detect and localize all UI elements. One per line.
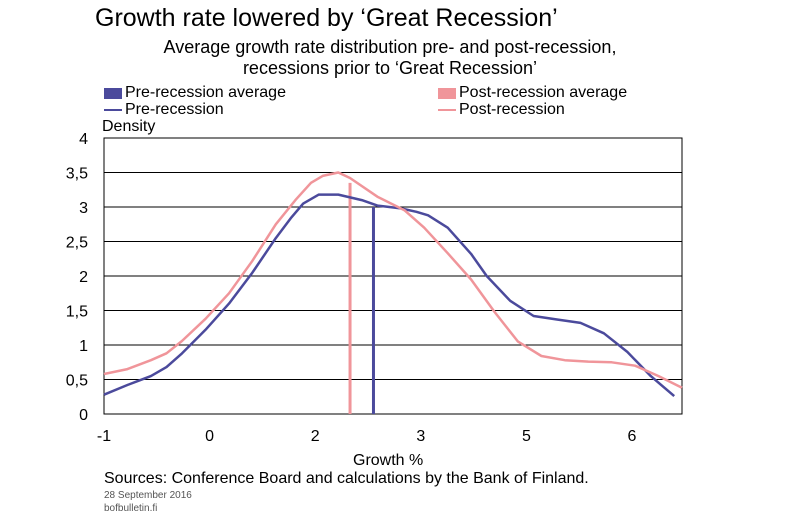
legend-swatch-pre-average [104, 87, 122, 99]
chart-subtitle-line2: recessions prior to ‘Great Recession’ [242, 58, 538, 78]
plot-frame [103, 137, 683, 415]
chart-title: Growth rate lowered by ‘Great Recession’ [95, 4, 558, 32]
x-tick-label-4: 5 [522, 428, 531, 445]
legend-swatch-post [438, 109, 456, 111]
x-tick-label-5: 6 [628, 428, 637, 445]
x-tick-label-3: 3 [416, 428, 425, 445]
x-tick-label-1: 0 [205, 428, 214, 445]
y-tick-label-1: 0,5 [66, 373, 88, 390]
site-name: bofbulletin.fi [104, 503, 158, 514]
legend-swatch-post-average [438, 87, 456, 99]
y-tick-label-5: 2,5 [66, 235, 88, 252]
legend-label-pre-average: Pre-recession average [125, 84, 286, 101]
legend-item-post: Post-recession [438, 101, 565, 119]
x-tick-label-2: 2 [311, 428, 320, 445]
y-tick-label-6: 3 [79, 200, 88, 217]
series-line-post-recession [103, 171, 683, 389]
y-tick-label-8: 4 [79, 131, 88, 148]
y-axis-label: Density [102, 118, 156, 135]
y-tick-label-0: 0 [79, 407, 88, 424]
x-tick-label-0: -1 [97, 428, 111, 445]
legend-label-pre: Pre-recession [125, 101, 224, 118]
x-axis-label: Growth % [353, 452, 424, 469]
legend-item-pre-average: Pre-recession average [104, 84, 286, 102]
publication-date: 28 September 2016 [104, 490, 192, 501]
legend-item-pre: Pre-recession [104, 101, 224, 119]
y-tick-label-4: 2 [79, 269, 88, 286]
legend-label-post: Post-recession [459, 101, 565, 118]
legend-label-post-average: Post-recession average [459, 84, 628, 101]
y-tick-label-7: 3,5 [66, 166, 88, 183]
y-tick-label-3: 1,5 [66, 304, 88, 321]
series-line-pre-recession [103, 193, 676, 398]
y-tick-label-2: 1 [79, 338, 88, 355]
chart-subtitle-line1: Average growth rate distribution pre- an… [163, 37, 617, 57]
sources-note: Sources: Conference Board and calculatio… [104, 470, 589, 487]
legend-item-post-average: Post-recession average [438, 84, 627, 102]
legend-swatch-pre [104, 109, 122, 111]
